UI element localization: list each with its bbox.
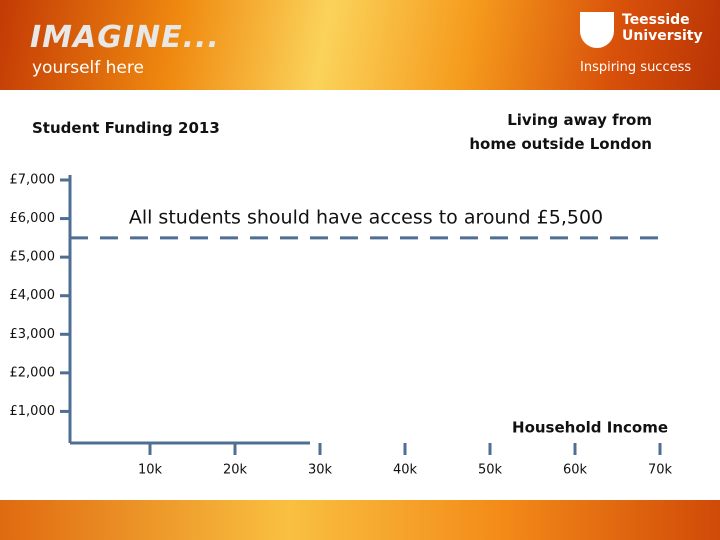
- x-tick-label: 60k: [563, 463, 588, 478]
- logo: [580, 12, 614, 48]
- y-tick-label: £5,000: [10, 250, 56, 265]
- reference-label: All students should have access to aroun…: [129, 206, 603, 228]
- x-axis-label: Household Income: [512, 419, 668, 437]
- y-tick-label: £2,000: [10, 365, 56, 380]
- y-tick-label: £1,000: [10, 404, 56, 419]
- y-tick-label: £4,000: [10, 288, 56, 303]
- x-tick-label: 40k: [393, 463, 418, 478]
- x-tick-label: 50k: [478, 463, 503, 478]
- footer-banner: [0, 500, 720, 540]
- x-tick-label: 10k: [138, 463, 163, 478]
- y-tick-label: £7,000: [10, 173, 56, 188]
- x-tick-label: 20k: [223, 463, 248, 478]
- x-tick-label: 30k: [308, 463, 333, 478]
- y-tick-label: £3,000: [10, 327, 56, 342]
- chart-title: Student Funding 2013: [32, 119, 220, 137]
- x-tick-label: 70k: [648, 463, 673, 478]
- chart-subtitle: Living away from home outside London: [469, 111, 652, 153]
- tagline: yourself here: [32, 58, 144, 78]
- brand: IMAGINE...: [30, 20, 220, 55]
- university: Teesside University: [622, 12, 703, 44]
- slogan: Inspiring success: [580, 60, 692, 75]
- y-tick-label: £6,000: [10, 211, 56, 226]
